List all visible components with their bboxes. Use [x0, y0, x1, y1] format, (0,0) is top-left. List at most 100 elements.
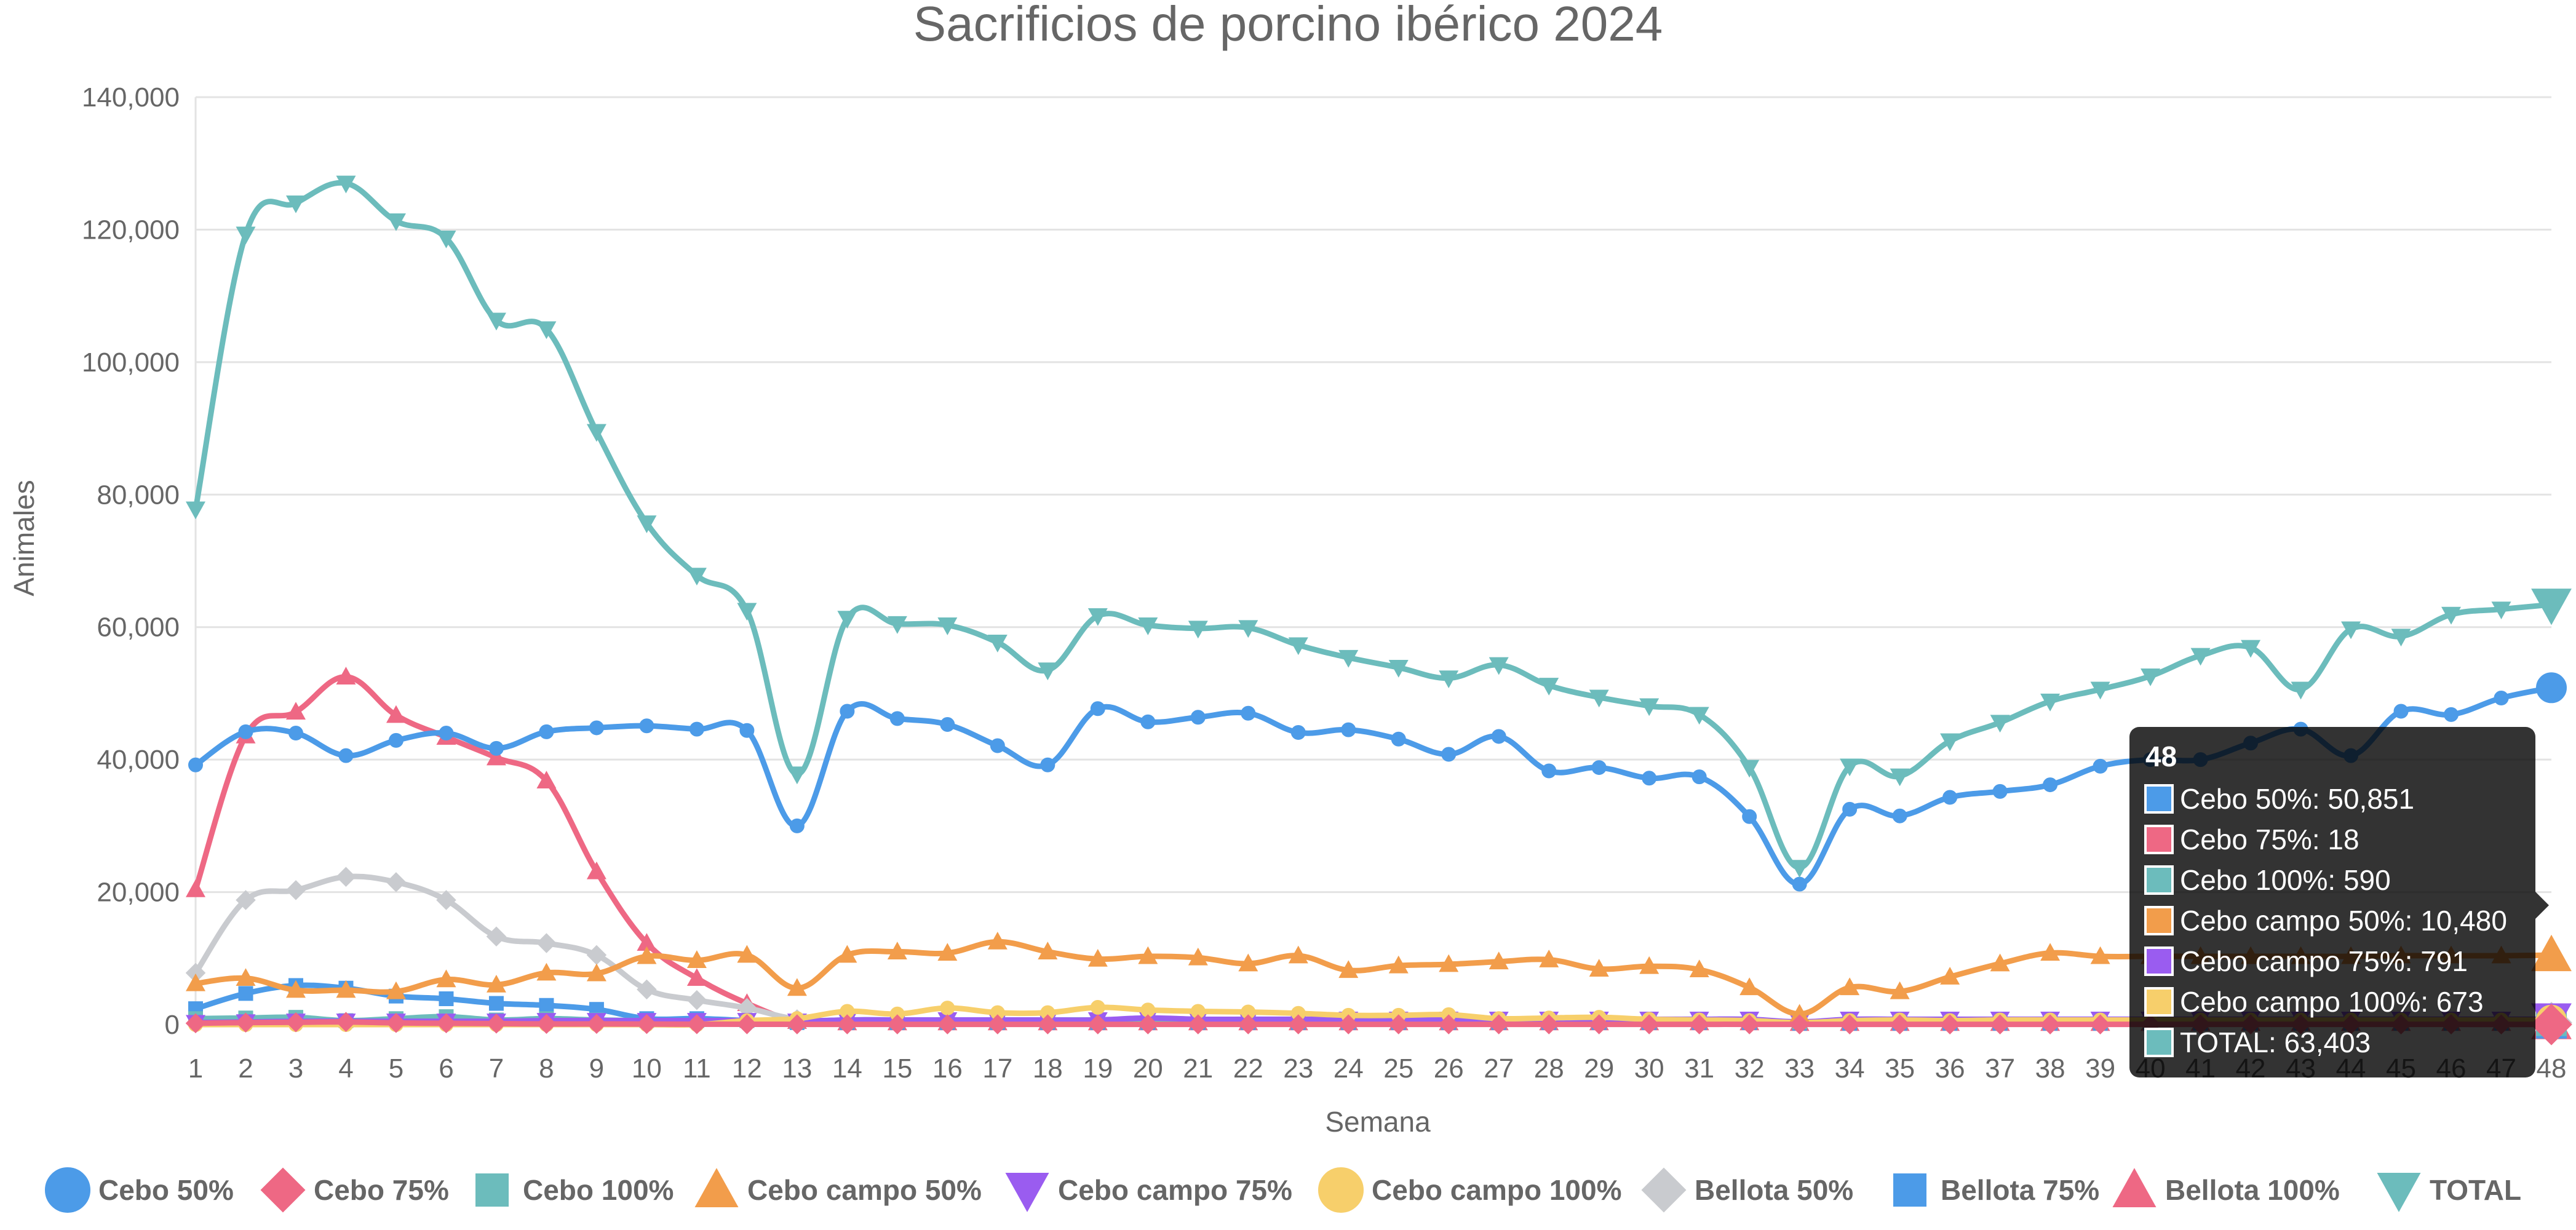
legend-item[interactable]: Cebo campo 100% — [1318, 1167, 1621, 1213]
data-point — [937, 943, 958, 961]
data-point — [285, 980, 306, 998]
data-point — [1940, 967, 1960, 985]
data-point — [1439, 954, 1459, 972]
x-tick-label: 3 — [288, 1053, 303, 1084]
legend-item[interactable]: Bellota 100% — [2112, 1168, 2340, 1208]
data-point — [1742, 809, 1757, 824]
data-point — [787, 978, 807, 996]
data-point — [2040, 1014, 2061, 1034]
x-tick-label: 4 — [338, 1053, 353, 1084]
data-point — [236, 226, 256, 245]
data-point — [185, 1013, 206, 1034]
legend-marker — [1005, 1172, 1049, 1212]
legend-item[interactable]: Cebo 75% — [260, 1167, 449, 1213]
legend-item[interactable]: Bellota 75% — [1893, 1173, 2099, 1207]
data-point — [1238, 620, 1258, 638]
legend: Cebo 50% Cebo 75% Cebo 100% Cebo campo 50% C… — [45, 1167, 2521, 1213]
data-point — [1789, 860, 1810, 878]
x-tick-label: 13 — [782, 1053, 812, 1084]
data-point — [1338, 649, 1359, 668]
data-point — [436, 890, 456, 910]
data-point — [1087, 1014, 1108, 1034]
data-point — [889, 711, 905, 726]
legend-label: Cebo campo 75% — [1058, 1174, 1292, 1206]
data-point — [737, 945, 757, 963]
data-point — [1388, 955, 1409, 974]
data-point — [1388, 1014, 1409, 1034]
legend-marker — [694, 1168, 739, 1208]
data-point — [336, 1012, 356, 1032]
legend-label: Bellota 50% — [1695, 1174, 1853, 1206]
data-point — [2241, 640, 2261, 658]
data-point — [386, 1013, 407, 1033]
legend-item[interactable]: Cebo 100% — [475, 1173, 674, 1207]
data-point — [1739, 760, 1760, 778]
y-tick-label: 140,000 — [82, 82, 180, 113]
x-tick-label: 6 — [439, 1053, 453, 1084]
x-tick-label: 5 — [389, 1053, 403, 1084]
data-point — [1639, 956, 1660, 974]
legend-item[interactable]: Cebo 50% — [45, 1167, 234, 1213]
data-point — [586, 861, 606, 879]
legend-label: Cebo campo 100% — [1372, 1174, 1621, 1206]
data-point — [2531, 934, 2572, 972]
tooltip-title: 48 — [2145, 740, 2177, 772]
x-tick-label: 16 — [932, 1053, 963, 1084]
data-point — [1038, 662, 1058, 681]
data-point — [436, 1013, 456, 1034]
data-point — [1639, 1014, 1660, 1034]
legend-label: TOTAL — [2430, 1174, 2521, 1206]
data-point — [336, 867, 356, 887]
data-point — [338, 748, 354, 763]
data-point — [637, 1014, 657, 1034]
y-tick-label: 120,000 — [82, 215, 180, 245]
data-point — [1489, 1014, 1509, 1034]
data-point — [1491, 729, 1506, 744]
data-point — [285, 880, 306, 900]
data-point — [686, 950, 707, 968]
y-tick-label: 0 — [165, 1010, 180, 1040]
data-point — [1990, 1014, 2010, 1034]
data-point — [1489, 951, 1509, 970]
data-point — [739, 723, 755, 738]
data-point — [586, 963, 606, 982]
x-tick-label: 27 — [1484, 1053, 1514, 1084]
data-point — [439, 726, 454, 741]
data-point — [586, 424, 606, 442]
data-point — [1090, 701, 1105, 716]
x-tick-label: 29 — [1584, 1053, 1614, 1084]
data-point — [1238, 953, 1258, 972]
data-point — [1040, 757, 1055, 772]
y-tick-label: 20,000 — [97, 878, 180, 908]
data-point — [236, 968, 256, 986]
legend-item[interactable]: Cebo campo 75% — [1005, 1172, 1292, 1212]
data-point — [486, 747, 506, 766]
data-point — [1589, 1014, 1609, 1034]
data-point — [987, 931, 1008, 950]
data-point — [2093, 758, 2108, 774]
data-point — [1138, 946, 1158, 964]
legend-item[interactable]: Bellota 50% — [1641, 1167, 1853, 1213]
data-point — [1038, 1014, 1058, 1034]
y-tick-label: 40,000 — [97, 745, 180, 775]
legend-label: Cebo 100% — [523, 1174, 674, 1206]
data-point — [1087, 608, 1108, 626]
data-point — [1892, 808, 1907, 823]
legend-item[interactable]: TOTAL — [2377, 1172, 2521, 1212]
data-point — [737, 603, 757, 621]
x-tick-label: 2 — [238, 1053, 253, 1084]
data-point — [1038, 942, 1058, 959]
x-tick-label: 35 — [1885, 1053, 1915, 1084]
data-point — [236, 1012, 256, 1033]
data-point — [238, 724, 253, 739]
data-point — [2444, 707, 2459, 722]
data-point — [1541, 763, 1557, 779]
data-point — [1288, 945, 1308, 964]
data-point — [536, 933, 557, 953]
x-tick-label: 23 — [1283, 1053, 1313, 1084]
data-point — [887, 616, 907, 634]
data-point — [639, 718, 654, 734]
data-point — [1591, 760, 1607, 776]
legend-item[interactable]: Cebo campo 50% — [694, 1168, 982, 1208]
